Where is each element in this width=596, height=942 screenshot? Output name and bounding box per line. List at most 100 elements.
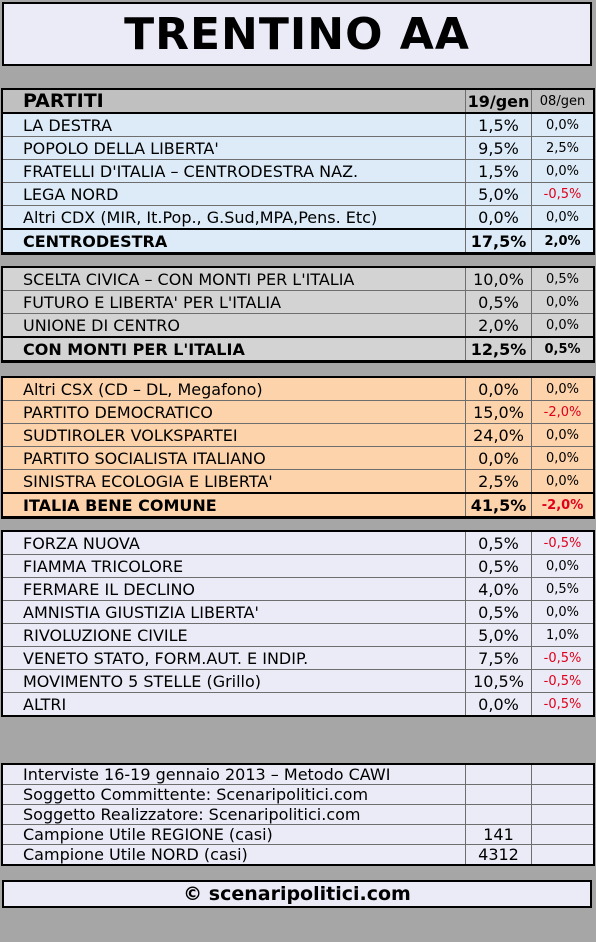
party-delta: 0,0% <box>531 600 594 624</box>
party-group-1: LA DESTRA 1,5% 0,0% POPOLO DELLA LIBERTA' 9,… <box>1 112 595 255</box>
party-value: 0,5% <box>465 554 532 578</box>
party-group-2: SCELTA CIVICA – CON MONTI PER L'ITALIA 10… <box>1 266 595 363</box>
party-value: 0,5% <box>465 531 532 555</box>
party-delta: 0,0% <box>531 446 594 470</box>
header-col1: 19/gen <box>465 89 532 113</box>
info-row: Campione Utile REGIONE (casi) 141 <box>2 824 594 845</box>
party-value: 0,0% <box>465 377 532 401</box>
table-row: Altri CSX (CD – DL, Megafono) 0,0% 0,0% <box>2 377 594 401</box>
table-row: LEGA NORD 5,0% -0,5% <box>2 182 594 206</box>
table-row: RIVOLUZIONE CIVILE 5,0% 1,0% <box>2 623 594 647</box>
party-name: Altri CSX (CD – DL, Megafono) <box>2 377 466 401</box>
party-name: SUDTIROLER VOLKSPARTEI <box>2 423 466 447</box>
info-label: Soggetto Committente: Scenaripolitici.co… <box>2 784 466 805</box>
party-name: PARTITO SOCIALISTA ITALIANO <box>2 446 466 470</box>
info-value: 4312 <box>465 844 532 865</box>
party-name: SCELTA CIVICA – CON MONTI PER L'ITALIA <box>2 267 466 291</box>
header-row: PARTITI 19/gen 08/gen <box>2 89 594 113</box>
info-label: Campione Utile NORD (casi) <box>2 844 466 865</box>
party-name: RIVOLUZIONE CIVILE <box>2 623 466 647</box>
party-delta: 0,0% <box>531 313 594 338</box>
party-value: 5,0% <box>465 182 532 206</box>
party-name: SINISTRA ECOLOGIA E LIBERTA' <box>2 469 466 494</box>
party-value: 12,5% <box>465 336 532 362</box>
party-value: 4,0% <box>465 577 532 601</box>
info-empty <box>531 824 594 845</box>
party-value: 0,0% <box>465 205 532 230</box>
party-name: FIAMMA TRICOLORE <box>2 554 466 578</box>
title-text: TRENTINO AA <box>124 8 470 60</box>
party-value: 0,0% <box>465 692 532 716</box>
table-row: LA DESTRA 1,5% 0,0% <box>2 113 594 137</box>
party-delta: 0,0% <box>531 377 594 401</box>
header-party: PARTITI <box>2 89 466 113</box>
party-value: 7,5% <box>465 646 532 670</box>
party-value: 2,5% <box>465 469 532 494</box>
table-row: PARTITO SOCIALISTA ITALIANO 0,0% 0,0% <box>2 446 594 470</box>
party-name: ITALIA BENE COMUNE <box>2 492 466 518</box>
table-row: FERMARE IL DECLINO 4,0% 0,5% <box>2 577 594 601</box>
header-table: PARTITI 19/gen 08/gen <box>1 88 595 114</box>
party-name: ALTRI <box>2 692 466 716</box>
footer-credit: © scenaripolitici.com <box>2 880 592 908</box>
party-value: 2,0% <box>465 313 532 338</box>
party-delta: -0,5% <box>531 669 594 693</box>
party-name: CENTRODESTRA <box>2 228 466 254</box>
party-value: 0,5% <box>465 600 532 624</box>
table-row: SINISTRA ECOLOGIA E LIBERTA' 2,5% 0,0% <box>2 469 594 494</box>
header-col2: 08/gen <box>531 89 594 113</box>
party-delta: -0,5% <box>531 182 594 206</box>
info-value: 141 <box>465 824 532 845</box>
table-row: MOVIMENTO 5 STELLE (Grillo) 10,5% -0,5% <box>2 669 594 693</box>
party-name: MOVIMENTO 5 STELLE (Grillo) <box>2 669 466 693</box>
table-row: UNIONE DI CENTRO 2,0% 0,0% <box>2 313 594 338</box>
party-delta: 0,0% <box>531 423 594 447</box>
info-label: Interviste 16-19 gennaio 2013 – Metodo C… <box>2 764 466 785</box>
party-name: POPOLO DELLA LIBERTA' <box>2 136 466 160</box>
info-empty <box>531 784 594 805</box>
party-delta: 2,0% <box>531 228 594 254</box>
party-delta: -0,5% <box>531 531 594 555</box>
party-name: UNIONE DI CENTRO <box>2 313 466 338</box>
info-value <box>465 764 532 785</box>
party-delta: 0,5% <box>531 336 594 362</box>
party-delta: 2,5% <box>531 136 594 160</box>
table-row: SCELTA CIVICA – CON MONTI PER L'ITALIA 10… <box>2 267 594 291</box>
page-title: TRENTINO AA <box>2 2 592 66</box>
party-delta: 0,0% <box>531 205 594 230</box>
group-total-row: CON MONTI PER L'ITALIA 12,5% 0,5% <box>2 336 594 362</box>
party-value: 0,0% <box>465 446 532 470</box>
party-name: CON MONTI PER L'ITALIA <box>2 336 466 362</box>
party-delta: 1,0% <box>531 623 594 647</box>
party-name: FERMARE IL DECLINO <box>2 577 466 601</box>
party-delta: -0,5% <box>531 692 594 716</box>
party-value: 24,0% <box>465 423 532 447</box>
table-row: FORZA NUOVA 0,5% -0,5% <box>2 531 594 555</box>
info-row: Campione Utile NORD (casi) 4312 <box>2 844 594 865</box>
table-row: FUTURO E LIBERTA' PER L'ITALIA 0,5% 0,0% <box>2 290 594 314</box>
info-value <box>465 804 532 825</box>
info-row: Soggetto Realizzatore: Scenaripolitici.c… <box>2 804 594 825</box>
party-delta: 0,5% <box>531 577 594 601</box>
party-name: FRATELLI D'ITALIA – CENTRODESTRA NAZ. <box>2 159 466 183</box>
party-delta: -2,0% <box>531 492 594 518</box>
party-name: PARTITO DEMOCRATICO <box>2 400 466 424</box>
party-delta: 0,0% <box>531 290 594 314</box>
table-row: SUDTIROLER VOLKSPARTEI 24,0% 0,0% <box>2 423 594 447</box>
group-total-row: ITALIA BENE COMUNE 41,5% -2,0% <box>2 492 594 518</box>
party-value: 5,0% <box>465 623 532 647</box>
party-group-3: Altri CSX (CD – DL, Megafono) 0,0% 0,0% PAR… <box>1 376 595 519</box>
party-value: 41,5% <box>465 492 532 518</box>
party-name: LEGA NORD <box>2 182 466 206</box>
info-empty <box>531 844 594 865</box>
party-value: 10,5% <box>465 669 532 693</box>
party-delta: 0,0% <box>531 469 594 494</box>
info-label: Soggetto Realizzatore: Scenaripolitici.c… <box>2 804 466 825</box>
info-empty <box>531 764 594 785</box>
party-delta: 0,0% <box>531 554 594 578</box>
party-group-4: FORZA NUOVA 0,5% -0,5% FIAMMA TRICOLORE 0,5%… <box>1 530 595 717</box>
info-row: Interviste 16-19 gennaio 2013 – Metodo C… <box>2 764 594 785</box>
party-name: Altri CDX (MIR, It.Pop., G.Sud,MPA,Pens.… <box>2 205 466 230</box>
table-row: FRATELLI D'ITALIA – CENTRODESTRA NAZ. 1,5… <box>2 159 594 183</box>
table-row: ALTRI 0,0% -0,5% <box>2 692 594 716</box>
